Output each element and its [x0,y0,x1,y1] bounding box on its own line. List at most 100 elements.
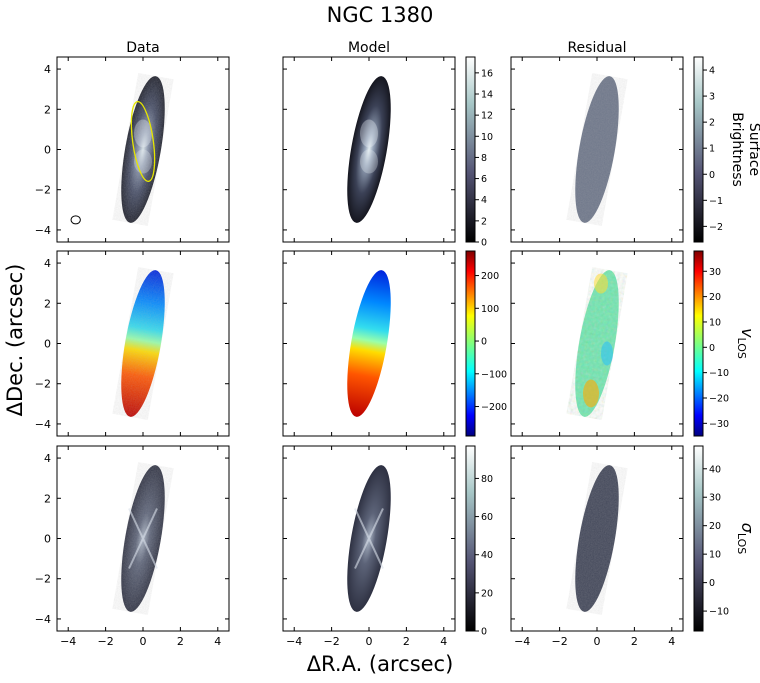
y-tick-label: −2 [35,378,51,391]
colorbar-tick-label: 30 [709,267,721,278]
colorbar-residual-flux: 4 3 2 1 0 −1 −2 [693,56,723,243]
panel-residual-flux [510,56,684,243]
colorbar-tick-label: −100 [481,369,507,380]
y-tick-label: −4 [35,613,51,626]
row-label-dispersion: σLOS [735,523,757,555]
colorbar-tick-label: 4 [709,66,715,77]
x-tick-label: 2 [631,635,638,648]
y-tick-label: 4 [44,63,51,76]
colorbar-tick-label: 12 [481,111,493,122]
residual-patch [583,379,599,408]
x-tick-label: 0 [140,635,147,648]
colorbar-residual-dispersion: 40 30 20 10 0 −10 [693,445,729,632]
colorbar-tick-label: 0 [709,170,715,181]
panel-model-velocity [282,250,456,437]
colorbar-tick-label: 10 [481,132,493,143]
colorbar-model-flux: 16 14 12 10 8 6 4 2 0 [465,56,493,249]
galaxy-map [347,76,391,223]
colorbar-tick-label: 1 [709,144,715,155]
y-tick-label: 2 [44,297,51,310]
x-tick-label: −4 [286,635,302,648]
map-noise [121,270,165,417]
panel-residual-dispersion: −4 −2 0 2 4 [510,445,684,648]
colorbar-tick-label: 30 [709,493,721,504]
colorbar-tick-label: 80 [481,474,493,485]
x-tick-label: −2 [551,635,567,648]
y-axis-label: ΔDec. (arcsec) [3,264,27,417]
y-tick-label: 0 [44,338,51,351]
x-tick-label: 0 [594,635,601,648]
galaxy-map [347,270,391,417]
colorbar-tick-label: 20 [481,588,493,599]
colorbar-tick-label: −200 [481,402,507,413]
flux-core [360,119,378,148]
column-title-data: Data [126,40,159,56]
colorbar-tick-label: 60 [481,512,493,523]
y-tick-label: 2 [44,492,51,505]
colorbar-tick-label: 2 [709,118,715,129]
x-tick-label: 0 [366,635,373,648]
colorbar-bar [693,445,704,632]
colorbar-tick-label: −2 [709,222,723,233]
colorbar-tick-label: 3 [709,92,715,103]
panel-model-dispersion: −4 −2 0 2 4 [282,445,456,648]
colorbar-tick-label: 2 [481,216,487,227]
y-tick-label: 4 [44,452,51,465]
fit-ellipse [130,100,156,183]
dispersion-cross [128,508,158,569]
panel-data-velocity: −4 −2 0 2 4 [35,250,230,437]
colorbar-tick-label: 20 [709,521,721,532]
y-tick-label: 0 [44,144,51,157]
x-tick-label: 4 [214,635,221,648]
colorbar-bar [693,56,704,243]
colorbar-model-velocity: 200 100 0 −100 −200 [465,250,507,437]
residual-patch [601,341,613,366]
colorbar-tick-label: −10 [709,607,729,618]
colorbar-tick-label: −20 [709,393,729,404]
x-tick-label: −2 [97,635,113,648]
colorbar-tick-label: 0 [481,238,487,249]
x-tick-label: −4 [514,635,530,648]
colorbar-model-dispersion: 80 60 40 20 0 [465,445,493,638]
column-title-model: Model [348,40,390,56]
colorbar-tick-label: 14 [481,90,493,101]
colorbar-tick-label: 0 [481,337,487,348]
colorbar-tick-label: 0 [709,343,715,354]
x-tick-label: −2 [323,635,339,648]
colorbar-tick-label: 200 [481,271,499,282]
y-tick-label: 4 [44,257,51,270]
colorbar-tick-label: −10 [709,368,729,379]
row-label-surface-brightness: SurfaceBrightness [729,112,760,187]
y-tick-label: 2 [44,103,51,116]
residual-patch [594,273,608,294]
colorbar-tick-label: −1 [709,196,723,207]
chart-title: NGC 1380 [327,3,434,27]
flux-core [360,149,378,174]
colorbar-tick-label: 4 [481,195,487,206]
row-label-velocity: vLOS [735,328,757,359]
x-tick-label: 4 [440,635,447,648]
colorbar-tick-label: 6 [481,174,487,185]
panel-model-flux [282,56,456,243]
x-tick-label: −4 [60,635,76,648]
map-noise [575,76,619,223]
x-tick-label: 2 [403,635,410,648]
column-title-residual: Residual [567,40,626,56]
colorbar-tick-label: 40 [481,550,493,561]
colorbar-tick-label: 0 [709,578,715,589]
y-tick-label: 0 [44,533,51,546]
colorbar-tick-label: 10 [709,317,721,328]
x-tick-label: 2 [177,635,184,648]
y-tick-label: −4 [35,418,51,431]
flux-core [134,119,152,148]
panel-residual-velocity [510,250,684,437]
colorbar-bar [465,56,476,243]
map-noise [575,270,619,417]
colorbar-residual-velocity: 30 20 10 0 −10 −20 −30 [693,250,729,437]
colorbar-tick-label: 100 [481,304,499,315]
panel-data-dispersion: −4 −2 0 2 4 −4 −2 0 2 4 [35,445,230,648]
y-tick-label: −2 [35,184,51,197]
colorbar-tick-label: 8 [481,153,487,164]
y-tick-label: −4 [35,224,51,237]
dispersion-cross [354,508,384,569]
